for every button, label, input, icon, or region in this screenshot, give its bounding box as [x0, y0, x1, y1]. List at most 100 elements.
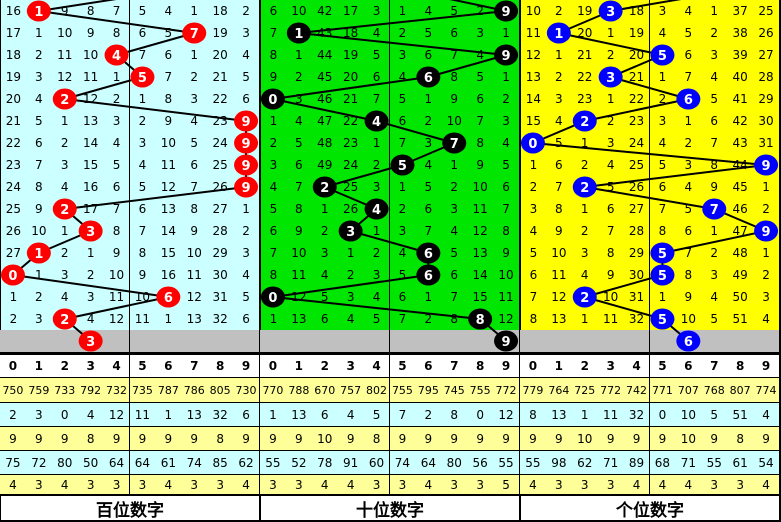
panel-label: 百位数字 — [1, 496, 259, 521]
stat-cell: 8 — [727, 427, 755, 451]
ball-shape — [182, 22, 207, 44]
winning-number-ball: 1 — [26, 242, 51, 264]
winning-number-ball: 2 — [572, 176, 597, 198]
ball-shape — [754, 154, 779, 176]
ball-number: 0 — [528, 137, 537, 152]
stat-cell: 75 — [0, 451, 27, 475]
winning-number-ball: 9 — [234, 154, 259, 176]
ball-number: 3 — [86, 225, 95, 240]
grid-cell: 13 — [520, 66, 547, 89]
winning-number-ball: 2 — [572, 110, 597, 132]
stat-cell: 11 — [597, 403, 625, 427]
winning-number-ball: 3 — [338, 220, 363, 242]
grid-cell: 42 — [311, 0, 339, 23]
grid-cell: 25 — [207, 154, 235, 177]
ball-shape — [650, 264, 675, 286]
grid-cell: 25 — [753, 0, 780, 23]
trend-line — [116, 32, 195, 56]
ball-shape — [0, 264, 25, 286]
ball-number: 0 — [268, 93, 277, 108]
trend-line — [324, 164, 403, 188]
stat-cell: 9 — [285, 427, 313, 451]
trend-line — [376, 120, 455, 144]
grid-cell: 10 — [51, 22, 79, 45]
stat-cell: 5 — [363, 403, 391, 427]
winning-number-ball: 2 — [312, 176, 337, 198]
ball-number: 4 — [372, 115, 381, 130]
stat-cell: 9 — [233, 427, 260, 451]
ball-shape — [416, 242, 441, 264]
trend-line — [428, 54, 507, 78]
trend-line — [350, 230, 429, 254]
stat-cell: 60 — [363, 451, 391, 475]
ball-shape — [312, 176, 337, 198]
grid-cell: 51 — [727, 308, 755, 331]
ball-number: 9 — [502, 49, 511, 64]
stat-cell: 9 — [415, 427, 443, 451]
ball-number: 6 — [684, 93, 693, 108]
winning-number-ball: 6 — [156, 286, 181, 308]
grid-cell: 31 — [753, 132, 780, 155]
winning-number-ball: 1 — [26, 0, 51, 22]
digit-header: 9 — [493, 355, 520, 378]
stat-cell: 74 — [181, 451, 209, 475]
trend-line — [584, 186, 715, 210]
forecast-cell — [753, 330, 780, 353]
grid-cell: 50 — [727, 286, 755, 309]
grid-cell: 23 — [623, 110, 651, 133]
stat-cell: 9 — [623, 427, 651, 451]
ball-number: 2 — [580, 115, 589, 130]
stat-cell: 12 — [493, 403, 520, 427]
trend-line — [449, 0, 507, 12]
grid-cell: 10 — [103, 264, 131, 287]
stat-cell: 768 — [701, 378, 729, 403]
grid-cell: 38 — [727, 22, 755, 45]
stat-cell: 9 — [441, 427, 469, 451]
ball-number: 5 — [398, 159, 407, 174]
winning-number-ball: 6 — [416, 264, 441, 286]
ball-shape — [338, 220, 363, 242]
stat-cell: 774 — [753, 378, 780, 403]
ball-shape — [520, 132, 545, 154]
ball-shape — [572, 286, 597, 308]
grid-cell: 32 — [207, 308, 235, 331]
ball-shape — [26, 0, 51, 22]
ball-number: 9 — [242, 181, 251, 196]
stat-cell: 732 — [103, 378, 131, 403]
stat-cell: 7 — [389, 403, 417, 427]
trend-line — [298, 32, 507, 56]
winning-number-ball: 0 — [520, 132, 545, 154]
grid-cell: 20 — [0, 88, 27, 111]
ball-shape — [260, 88, 285, 110]
ball-number: 2 — [60, 203, 69, 218]
stat-cell: 55 — [701, 451, 729, 475]
ball-number: 9 — [762, 225, 771, 240]
stat-cell: 1 — [260, 403, 287, 427]
ball-number: 6 — [424, 247, 433, 262]
ball-number: 5 — [658, 269, 667, 284]
winning-number-ball: 6 — [416, 242, 441, 264]
ball-number: 1 — [34, 247, 43, 262]
grid-cell: 17 — [0, 22, 27, 45]
stat-cell: 9 — [155, 427, 183, 451]
stat-cell: 32 — [623, 403, 651, 427]
winning-number-ball: 5 — [130, 66, 155, 88]
winning-number-ball: 5 — [650, 242, 675, 264]
grid-cell: 15 — [467, 286, 495, 309]
ball-shape — [26, 242, 51, 264]
ball-number: 3 — [606, 71, 615, 86]
winning-number-ball: 5 — [390, 154, 415, 176]
stat-cell: 755 — [389, 378, 417, 403]
ball-shape — [650, 242, 675, 264]
ball-shape — [754, 220, 779, 242]
grid-cell: 46 — [311, 88, 339, 111]
ball-shape — [234, 132, 259, 154]
grid-cell: 13 — [77, 110, 105, 133]
ball-shape — [598, 0, 623, 22]
ball-shape — [650, 308, 675, 330]
ball-shape — [702, 198, 727, 220]
ball-number: 2 — [60, 93, 69, 108]
trend-line — [584, 98, 689, 122]
winning-number-ball: 2 — [572, 286, 597, 308]
ball-number: 3 — [346, 225, 355, 240]
